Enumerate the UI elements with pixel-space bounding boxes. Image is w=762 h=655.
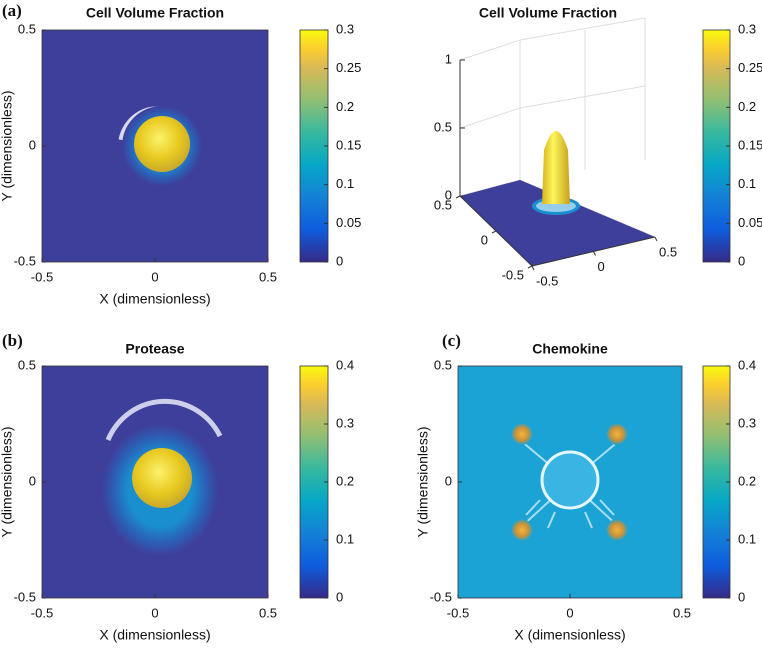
surface-image bbox=[459, 17, 656, 266]
x-tick bbox=[654, 236, 658, 242]
x-axis-label: X (dimensionless) bbox=[99, 291, 210, 307]
colorbar-tick-label: 0.2 bbox=[336, 473, 354, 488]
y-tick-label: 0.5 bbox=[434, 357, 452, 372]
y-tick-label: -0.5 bbox=[430, 589, 452, 604]
y-tick-label: 0 bbox=[445, 473, 452, 488]
x-tick-label: -0.5 bbox=[31, 605, 53, 620]
colorbar-tick-label: 0.3 bbox=[336, 21, 354, 36]
colorbar-tick-label: 0.05 bbox=[738, 215, 762, 230]
colorbar-tick-label: 0.2 bbox=[738, 99, 756, 114]
x-tick-label: 0 bbox=[151, 605, 158, 620]
y-tick-label: 0 bbox=[29, 137, 36, 152]
colorbar-tick-label: 0.15 bbox=[738, 137, 762, 152]
x-axis-label: X (dimensionless) bbox=[99, 627, 210, 643]
colorbar-tick-label: 0.3 bbox=[336, 415, 354, 430]
x-tick-label: -0.5 bbox=[31, 269, 53, 284]
x-tick-label: 0.5 bbox=[673, 605, 691, 620]
x-tick-label: -0.5 bbox=[536, 273, 558, 288]
y-tick bbox=[491, 230, 497, 234]
chart-title: Protease bbox=[125, 341, 184, 357]
y-tick-label: -0.5 bbox=[502, 267, 524, 282]
panel-label: (a) bbox=[2, 1, 22, 20]
x-tick-label: 0 bbox=[566, 605, 573, 620]
y-tick bbox=[455, 195, 461, 199]
y-axis-label: Y (dimensionless) bbox=[0, 426, 15, 537]
y-tick-label: 0 bbox=[29, 473, 36, 488]
z-tick-label: 0 bbox=[445, 187, 452, 202]
heatmap-image bbox=[42, 366, 268, 598]
z-tick-label: 1 bbox=[445, 51, 452, 66]
y-tick-label: 0 bbox=[481, 232, 488, 247]
colorbar-tick-label: 0.05 bbox=[336, 215, 361, 230]
x-tick bbox=[593, 251, 596, 256]
chart-title: Chemokine bbox=[532, 341, 608, 357]
colorbar-tick-label: 0.2 bbox=[336, 99, 354, 114]
heatmap-image bbox=[42, 30, 268, 262]
y-axis-label: Y (dimensionless) bbox=[415, 426, 431, 537]
z-tick-label: 0.5 bbox=[434, 119, 452, 134]
colorbar-tick-label: 0.3 bbox=[738, 21, 756, 36]
colorbar-tick-label: 0.1 bbox=[738, 176, 756, 191]
colorbar-tick-label: 0.1 bbox=[738, 531, 756, 546]
colorbar bbox=[299, 29, 329, 263]
panel-label: (c) bbox=[442, 331, 461, 350]
colorbar-tick-label: 0 bbox=[738, 589, 745, 604]
chart-title: Cell Volume Fraction bbox=[479, 5, 617, 21]
y-tick-label: 0.5 bbox=[18, 357, 36, 372]
colorbar-tick-label: 0 bbox=[336, 589, 343, 604]
y-tick-label: 0.5 bbox=[18, 21, 36, 36]
colorbar-tick-label: 0.4 bbox=[336, 357, 354, 372]
x-axis-label: X (dimensionless) bbox=[514, 627, 625, 643]
x-tick-label: 0.5 bbox=[259, 269, 277, 284]
colorbar-tick-label: 0.2 bbox=[738, 473, 756, 488]
x-tick-label: 0 bbox=[151, 269, 158, 284]
x-tick-label: -0.5 bbox=[447, 605, 469, 620]
colorbar-tick-label: 0.25 bbox=[336, 60, 361, 75]
colorbar-tick-label: 0.1 bbox=[336, 176, 354, 191]
colorbar-tick-label: 0 bbox=[738, 253, 745, 268]
colorbar-tick-label: 0.3 bbox=[738, 415, 756, 430]
colorbar bbox=[702, 365, 731, 599]
colorbar-tick-label: 0 bbox=[336, 253, 343, 268]
colorbar bbox=[299, 365, 329, 599]
colorbar-tick-label: 0.1 bbox=[336, 531, 354, 546]
panel-label: (b) bbox=[2, 331, 23, 350]
colorbar-tick-label: 0.25 bbox=[738, 60, 762, 75]
x-tick-label: 0 bbox=[598, 259, 605, 274]
heatmap-image bbox=[458, 366, 682, 598]
colorbar bbox=[702, 29, 731, 263]
colorbar-tick-label: 0.4 bbox=[738, 357, 756, 372]
y-tick-label: -0.5 bbox=[14, 589, 36, 604]
x-tick-label: 0.5 bbox=[659, 244, 677, 259]
x-tick-label: 0.5 bbox=[259, 605, 277, 620]
y-axis-label: Y (dimensionless) bbox=[0, 90, 15, 201]
colorbar-tick-label: 0.15 bbox=[336, 137, 361, 152]
x-tick bbox=[531, 265, 535, 271]
y-tick-label: 0.5 bbox=[434, 197, 452, 212]
y-tick bbox=[527, 265, 533, 269]
y-tick-label: -0.5 bbox=[14, 253, 36, 268]
chart-title: Cell Volume Fraction bbox=[86, 5, 224, 21]
